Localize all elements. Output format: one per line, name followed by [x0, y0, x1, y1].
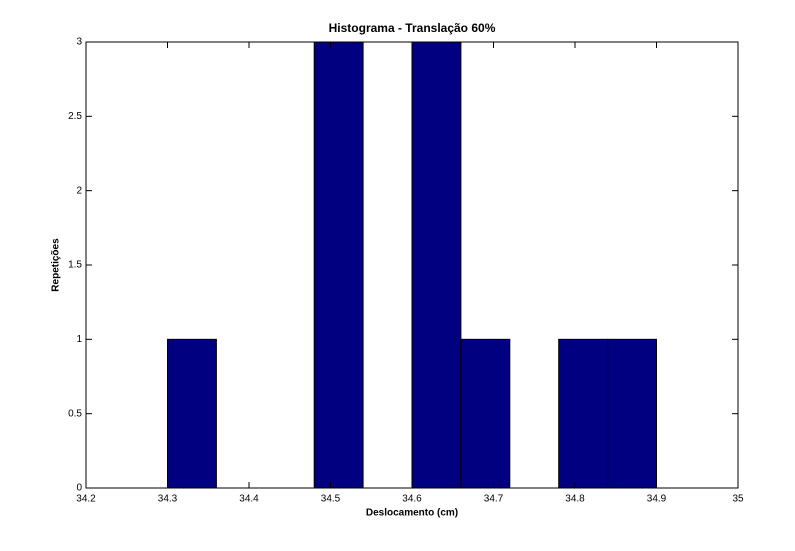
bar: [167, 338, 217, 489]
x-tick-label: 34.3: [158, 494, 178, 505]
y-tick-label: 3: [76, 37, 82, 48]
bar: [313, 41, 364, 489]
y-tick-label: 1.5: [68, 260, 82, 271]
x-tick-label: 34.6: [402, 494, 422, 505]
x-tick-label: 34.2: [76, 494, 96, 505]
y-tick-label: 2.5: [68, 111, 82, 122]
y-axis-label: Repetições: [51, 238, 62, 292]
chart-title: Histograma - Translação 60%: [329, 21, 496, 35]
y-tick-label: 0: [76, 483, 82, 494]
x-tick-label: 34.7: [484, 494, 504, 505]
bar: [460, 338, 511, 489]
bar: [411, 41, 462, 489]
y-tick-label: 0.5: [68, 408, 82, 419]
x-tick-label: 34.5: [321, 494, 341, 505]
y-tick-label: 2: [76, 185, 82, 196]
bar: [607, 338, 657, 489]
x-tick-label: 34.8: [565, 494, 585, 505]
x-axis-label: Deslocamento (cm): [366, 508, 458, 519]
x-tick-label: 35: [732, 494, 744, 505]
x-tick-label: 34.4: [239, 494, 259, 505]
x-tick-label: 34.9: [647, 494, 667, 505]
y-tick-label: 1: [76, 334, 82, 345]
bar: [558, 338, 609, 489]
